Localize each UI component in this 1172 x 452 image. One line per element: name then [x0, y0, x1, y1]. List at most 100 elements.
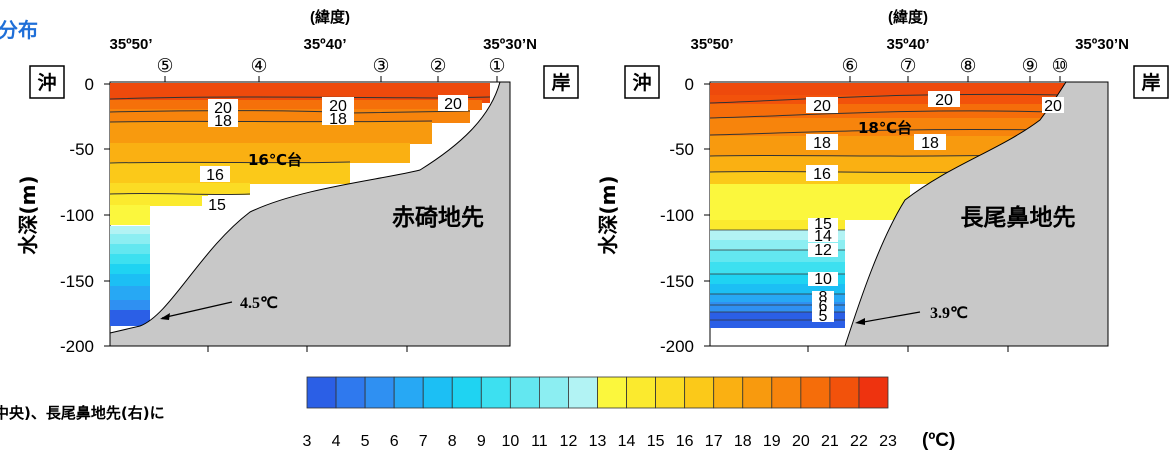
right-shore-box	[1133, 65, 1169, 99]
left-isotherm-labels: 20 18 20 18 20 16 15	[200, 95, 468, 214]
right-depth-tick: 0	[685, 75, 694, 94]
right-y-axis: 0 -50 -100 -150 -200	[660, 75, 710, 356]
colorbar-tick-label: 5	[361, 433, 370, 450]
colorbar-swatch	[771, 376, 802, 409]
colorbar-tick-label: 16	[676, 433, 694, 450]
right-offshore-label: 沖	[632, 71, 651, 94]
right-lat-tick-1: 35º40’	[886, 36, 929, 53]
right-iso-label: 18	[813, 135, 831, 152]
left-depth-tick: -200	[60, 337, 94, 356]
colorbar-tick-label: 6	[390, 433, 399, 450]
colorbar-swatch	[684, 376, 715, 409]
colorbar-swatch	[858, 376, 889, 409]
left-xlabel: (緯度)	[310, 8, 350, 26]
colorbar-swatch	[393, 376, 424, 409]
colorbar-tick-label: 10	[501, 433, 519, 450]
right-area-label: 長尾鼻地先	[961, 204, 1076, 231]
left-x-ticks	[164, 76, 498, 352]
colorbar-swatch	[364, 376, 395, 409]
caption-fragment: 中央)、長尾鼻地先(右)に	[0, 404, 165, 422]
left-seafloor-land	[109, 81, 511, 347]
colorbar-swatch	[742, 376, 773, 409]
left-ylabel: 水深(m)	[16, 175, 40, 254]
right-depth-tick: -50	[669, 140, 694, 159]
right-station-6: ⑥	[841, 55, 858, 77]
right-xlabel: (緯度)	[888, 8, 928, 26]
colorbar-swatches	[306, 376, 889, 409]
page-title-fragment: 分布	[0, 18, 38, 42]
left-iso-label: 15	[208, 197, 226, 214]
left-lat-tick-0: 35º50’	[109, 36, 152, 53]
left-depth-tick: -50	[69, 140, 94, 159]
left-depth-tick: -150	[60, 272, 94, 291]
left-depth-tick: -100	[60, 206, 94, 225]
colorbar-tick-label: 4	[332, 433, 341, 450]
colorbar-swatch	[306, 376, 337, 409]
right-isotherm-labels: 20 20 20 18 18 16 15 14 12 10 8 6 5	[806, 91, 1064, 325]
left-shore-box	[543, 65, 579, 99]
colorbar-tick-label: 18	[734, 433, 752, 450]
right-station-10: ⑩	[1051, 55, 1068, 77]
right-station-9: ⑨	[1021, 55, 1038, 77]
right-ylabel: 水深(m)	[596, 175, 620, 254]
colorbar-swatch	[568, 376, 598, 409]
colorbar-swatch	[509, 376, 540, 409]
colorbar-tick-label: 17	[705, 433, 723, 450]
left-offshore-label: 沖	[37, 71, 56, 94]
colorbar-swatch	[422, 376, 453, 409]
left-offshore-box	[29, 65, 65, 99]
right-iso-label: 6	[819, 298, 828, 315]
colorbar-tick-label: 7	[419, 433, 428, 450]
right-section-panel: (緯度) 35º50’ 35º40’ 35º30’N ⑥ ⑦ ⑧ ⑨ ⑩	[596, 8, 1169, 356]
left-band-label: 16℃台	[248, 151, 302, 169]
colorbar-tick-label: 3	[303, 433, 312, 450]
right-iso-label: 16	[813, 166, 831, 183]
right-depth-tick: -100	[660, 206, 694, 225]
colorbar-tick-label: 23	[879, 433, 897, 450]
right-depth-tick: -200	[660, 337, 694, 356]
colorbar-tick-label: 11	[531, 433, 548, 450]
left-iso-label: 20	[444, 96, 462, 113]
colorbar-swatch	[539, 376, 569, 409]
right-offshore-box	[624, 65, 660, 99]
colorbar-tick-label: 15	[647, 433, 665, 450]
right-station-7: ⑦	[899, 55, 916, 77]
left-iso-label: 18	[214, 113, 232, 130]
left-station-3: ③	[372, 55, 389, 77]
left-lat-tick-1: 35º40’	[303, 36, 346, 53]
right-seafloor-land	[844, 81, 1109, 347]
colorbar-swatch	[626, 376, 656, 409]
left-shore-label: 岸	[551, 72, 570, 94]
left-station-1: ①	[488, 55, 505, 77]
right-iso-label: 10	[814, 271, 832, 288]
colorbar-ticks: 3 4 5 6 7 8 9 10 11 12 13 14 15 16 17 18 19 20 21 22 23	[303, 433, 897, 450]
colorbar-tick-label: 14	[618, 433, 636, 450]
right-station-8: ⑧	[959, 55, 976, 77]
colorbar-tick-label: 9	[477, 433, 486, 450]
right-iso-label: 5	[819, 308, 828, 325]
right-band-label: 18℃台	[858, 119, 912, 137]
colorbar-swatch	[480, 376, 511, 409]
right-iso-label: 15	[814, 216, 832, 233]
right-bottom-temp-arrow	[857, 311, 921, 324]
right-lat-tick-2: 35º30’N	[1075, 36, 1129, 53]
left-station-5: ⑤	[156, 55, 173, 77]
colorbar-unit: (ºC)	[922, 430, 955, 451]
colorbar-tick-label: 8	[448, 433, 457, 450]
colorbar-swatch	[713, 376, 744, 409]
left-bottom-temp-arrow	[161, 301, 233, 319]
left-lat-tick-2: 35º30’N	[483, 36, 537, 53]
right-bottom-temp-annotation: 3.9℃	[930, 305, 968, 322]
colorbar-swatch	[655, 376, 686, 409]
left-temperature-field	[109, 83, 491, 326]
colorbar-swatch	[451, 376, 482, 409]
left-station-4: ④	[250, 55, 267, 77]
right-iso-label: 20	[813, 98, 831, 115]
right-iso-label: 18	[921, 135, 939, 152]
left-iso-label: 20	[329, 98, 347, 115]
right-iso-label: 8	[819, 289, 828, 306]
right-iso-label: 20	[1044, 98, 1062, 115]
right-x-ticks	[807, 76, 1061, 352]
colorbar-tick-label: 20	[792, 433, 810, 450]
